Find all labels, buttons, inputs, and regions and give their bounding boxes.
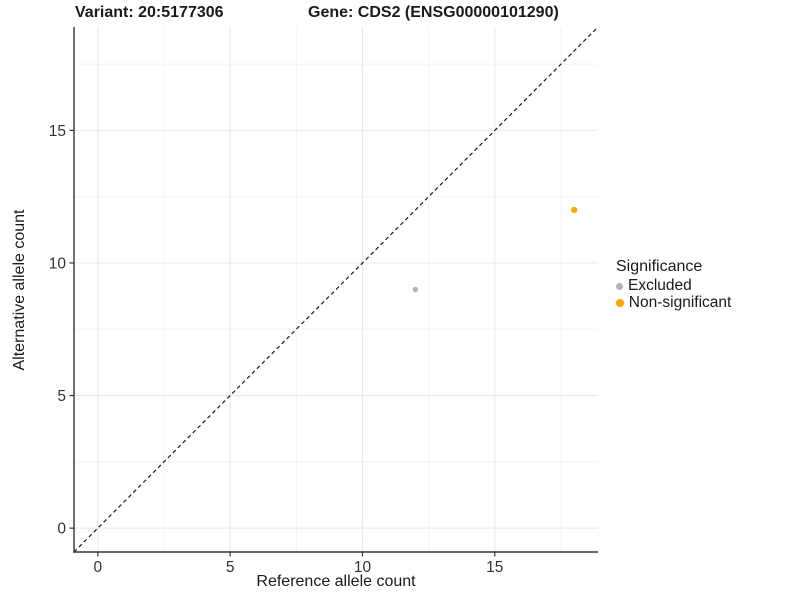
y-tick-label: 10 [49, 255, 67, 272]
data-point-non-significant [571, 206, 578, 214]
x-tick-label: 5 [226, 559, 235, 576]
legend-item-non-significant: Non-significant [616, 295, 731, 311]
x-tick-label: 15 [486, 559, 503, 576]
data-point-excluded [412, 286, 419, 293]
plot-title-variant: Variant: 20:5177306 [75, 4, 224, 21]
plot-title-gene: Gene: CDS2 (ENSG00000101290) [308, 4, 559, 21]
legend-label-non-significant: Non-significant [628, 294, 732, 311]
y-tick-label: 0 [57, 521, 66, 538]
non-significant-point-swatch [616, 299, 624, 307]
y-axis-title: Alternative allele count [11, 209, 28, 371]
y-tick-label: 5 [57, 388, 66, 405]
excluded-point-swatch [616, 282, 623, 290]
legend: Significance Excluded Non-significant [616, 257, 731, 312]
x-tick-label: 10 [354, 559, 372, 576]
legend-item-excluded: Excluded [616, 278, 731, 294]
y-tick-label: 15 [49, 123, 66, 140]
x-tick-label: 0 [94, 559, 103, 576]
x-axis-title: Reference allele count [256, 573, 416, 590]
identity-line [73, 26, 599, 553]
legend-label-excluded: Excluded [628, 277, 692, 294]
legend-title: Significance [616, 258, 703, 275]
